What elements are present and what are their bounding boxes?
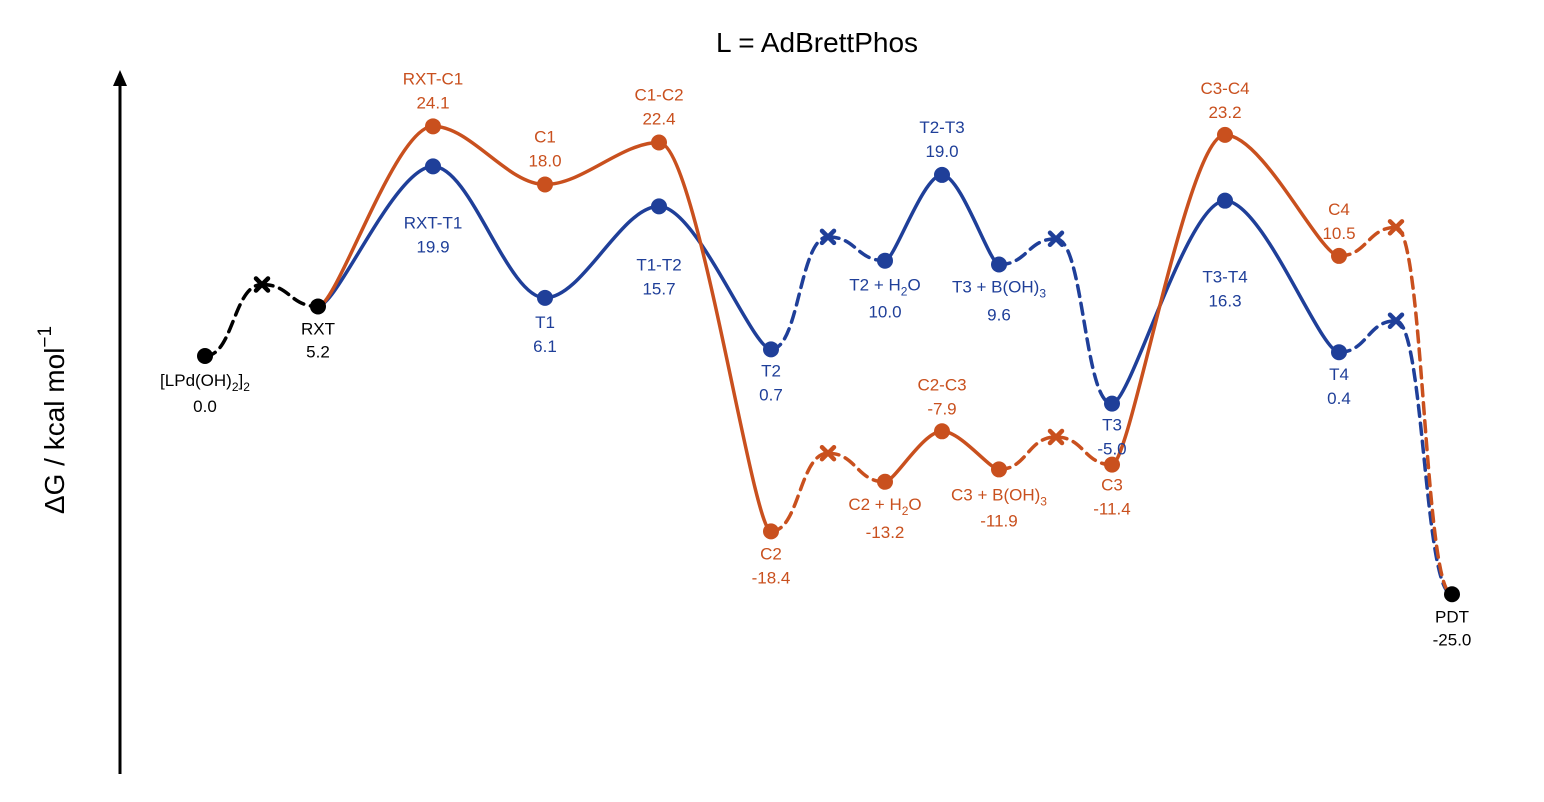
label-rxt-t1: RXT-T1: [404, 213, 463, 232]
x-marker-common: [253, 276, 271, 293]
label-t2: T2: [761, 361, 781, 380]
label-t3-t4: T3-T4: [1202, 268, 1247, 287]
value-c3-b-oh-3: -11.9: [980, 511, 1018, 530]
y-axis-arrowhead: [113, 70, 127, 86]
value-c2: -18.4: [752, 568, 791, 587]
labels-layer: RXT-T1 19.9 T1 6.1 T1-T2 15.7 T2 0.7 T2 + H2O 10.…: [160, 69, 1471, 649]
value-t3-t4: 16.3: [1208, 292, 1241, 311]
x-marker-T-2: [1047, 230, 1065, 248]
label-rxt-c1: RXT-C1: [403, 69, 463, 88]
value-t2: 0.7: [759, 385, 783, 404]
point-t3: [1104, 395, 1120, 412]
point-t4: [1331, 344, 1347, 361]
point-t1-t2: [651, 198, 667, 215]
point-c2-h2o: [877, 473, 893, 490]
point-c4: [1331, 247, 1347, 264]
series-C-solid-1: [316, 124, 773, 534]
point-t3-t4: [1217, 192, 1233, 209]
label-t3-b-oh-3: T3 + B(OH)3: [952, 278, 1046, 301]
series-C-dashed-3: [1337, 225, 1454, 596]
value-start: 0.0: [193, 397, 217, 416]
point-rxt-t1: [425, 158, 441, 175]
label-t1-t2: T1-T2: [636, 255, 681, 274]
marks-layer: [197, 118, 1460, 603]
point-c3-c4: [1217, 126, 1233, 143]
value-t4: 0.4: [1327, 389, 1351, 408]
value-c1-c2: 22.4: [642, 110, 675, 129]
series-C-dashed-2: [997, 435, 1114, 472]
point-start: [197, 348, 213, 364]
point-c3-b-oh-3: [991, 461, 1007, 478]
value-c4: 10.5: [1322, 224, 1355, 243]
point-t2: [763, 341, 779, 358]
label-pdt: PDT: [1435, 607, 1469, 626]
label-t3: T3: [1102, 416, 1122, 435]
label-c2-h2o: C2 + H2O: [848, 495, 921, 518]
value-t3: -5.0: [1097, 440, 1126, 459]
label-c1-c2: C1-C2: [634, 86, 683, 105]
x-marker-T-3: [1387, 312, 1405, 329]
point-c2-c3: [934, 423, 950, 440]
label-t4: T4: [1329, 365, 1349, 384]
label-c4: C4: [1328, 200, 1350, 219]
label-t2-t3: T2-T3: [919, 118, 964, 137]
series-T-dashed-3: [1337, 318, 1454, 596]
label-rxt: RXT: [301, 319, 335, 338]
value-rxt: 5.2: [306, 342, 330, 361]
label-start: [LPd(OH)2]2: [160, 371, 250, 394]
point-rxt-c1: [425, 118, 441, 135]
x-marker-T-1: [819, 228, 837, 246]
curves-layer: [203, 124, 1454, 596]
point-t2-h2o: [877, 252, 893, 269]
series-C-dashed-1: [769, 451, 887, 534]
point-t2-t3: [934, 166, 950, 183]
label-c2-c3: C2-C3: [917, 375, 966, 394]
value-t3-b-oh-3: 9.6: [987, 306, 1011, 325]
label-c3-c4: C3-C4: [1200, 79, 1249, 98]
point-t3-b-oh-3: [991, 256, 1007, 273]
y-axis-label-main: ΔG / kcal mol: [39, 348, 70, 515]
value-rxt-c1: 24.1: [416, 93, 449, 112]
x-marker-C-3: [1387, 219, 1405, 236]
value-pdt: -25.0: [1433, 630, 1472, 649]
value-t2-h2o: 10.0: [868, 303, 901, 322]
point-t1: [537, 289, 553, 306]
value-rxt-t1: 19.9: [416, 237, 449, 256]
series-T-dashed-2: [997, 237, 1114, 406]
point-c3: [1104, 456, 1120, 473]
point-rxt: [310, 298, 326, 315]
label-c2: C2: [760, 544, 782, 563]
x-marker-C-2: [1047, 428, 1065, 446]
value-t2-t3: 19.0: [925, 142, 958, 161]
value-t1-t2: 15.7: [642, 279, 675, 298]
value-c3: -11.4: [1093, 500, 1131, 519]
point-pdt: [1444, 586, 1460, 603]
series-T-solid-2: [883, 173, 1001, 267]
label-t2-h2o: T2 + H2O: [849, 276, 920, 299]
label-c3: C3: [1101, 476, 1123, 495]
value-c2-c3: -7.9: [927, 399, 956, 418]
y-axis-label: ΔG / kcal mol−1: [35, 326, 70, 514]
label-t1: T1: [535, 313, 555, 332]
point-c1: [537, 176, 553, 193]
label-c3-b-oh-3: C3 + B(OH)3: [951, 485, 1047, 508]
series-C-solid-3: [1110, 133, 1341, 467]
chart-title: L = AdBrettPhos: [716, 27, 918, 58]
value-c1: 18.0: [528, 151, 561, 170]
y-axis-label-exponent: −1: [35, 326, 56, 348]
point-c2: [763, 523, 779, 540]
point-c1-c2: [651, 134, 667, 151]
label-c1: C1: [534, 127, 556, 146]
value-c3-c4: 23.2: [1208, 103, 1241, 122]
x-marker-C-1: [819, 444, 837, 462]
value-c2-h2o: -13.2: [866, 523, 905, 542]
value-t1: 6.1: [533, 337, 557, 356]
